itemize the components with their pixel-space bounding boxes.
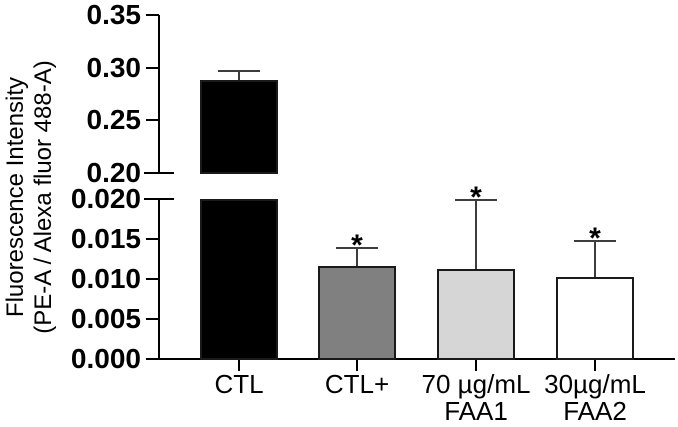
y-axis-tick bbox=[146, 14, 159, 16]
x-category-label: CTL+ bbox=[324, 369, 390, 399]
y-axis-tick bbox=[144, 198, 174, 200]
error-bar-cap bbox=[574, 240, 616, 243]
y-axis-tick bbox=[146, 238, 159, 240]
x-axis-tick bbox=[475, 360, 477, 371]
y-axis-tick bbox=[146, 119, 159, 122]
x-axis-tick bbox=[594, 360, 596, 371]
error-bar-cap bbox=[218, 69, 260, 72]
x-category-label: 70 µg/mL FAA1 bbox=[421, 369, 531, 426]
y-axis-tick-label: 0.30 bbox=[86, 51, 142, 83]
y-axis-tick bbox=[146, 278, 159, 280]
y-axis-top-segment bbox=[158, 15, 160, 174]
significance-asterisk: * bbox=[351, 228, 363, 262]
error-bar-line bbox=[238, 70, 240, 81]
y-axis-tick-label: 0.20 bbox=[86, 157, 142, 188]
error-bar-line bbox=[475, 199, 477, 270]
significance-asterisk: * bbox=[589, 222, 601, 256]
y-axis-tick-label: 0.010 bbox=[70, 263, 141, 294]
bar-bottom-rect bbox=[200, 199, 278, 360]
y-axis-tick-label: 0.35 bbox=[86, 0, 142, 30]
y-axis-bottom-segment bbox=[158, 199, 160, 360]
x-category-label: CTL bbox=[214, 369, 264, 399]
y-axis-tick bbox=[146, 358, 159, 360]
x-axis-tick bbox=[238, 360, 240, 371]
y-axis-tick-label: 0.020 bbox=[70, 183, 141, 214]
y-axis-tick-label: 0.000 bbox=[70, 343, 141, 374]
x-axis-tick bbox=[356, 360, 358, 371]
bar-bottom-rect bbox=[437, 269, 515, 360]
y-axis-tick bbox=[146, 66, 159, 69]
error-bar-line bbox=[356, 247, 358, 267]
bar-bottom-rect bbox=[318, 266, 396, 360]
error-bar-cap bbox=[336, 246, 378, 249]
y-axis-tick-label: 0.015 bbox=[70, 223, 141, 254]
y-axis-tick-label: 0.25 bbox=[86, 104, 142, 136]
y-axis-tick bbox=[144, 172, 174, 174]
bar-top-rect bbox=[200, 80, 278, 174]
bar-bottom-rect bbox=[556, 277, 634, 360]
error-bar-cap bbox=[455, 198, 497, 201]
significance-asterisk: * bbox=[470, 180, 482, 214]
x-category-label: 30µg/mL FAA2 bbox=[544, 369, 646, 426]
error-bar-line bbox=[594, 241, 596, 278]
y-axis-tick-label: 0.005 bbox=[70, 303, 141, 334]
y-axis-tick bbox=[146, 318, 159, 320]
x-axis-line bbox=[156, 358, 675, 360]
